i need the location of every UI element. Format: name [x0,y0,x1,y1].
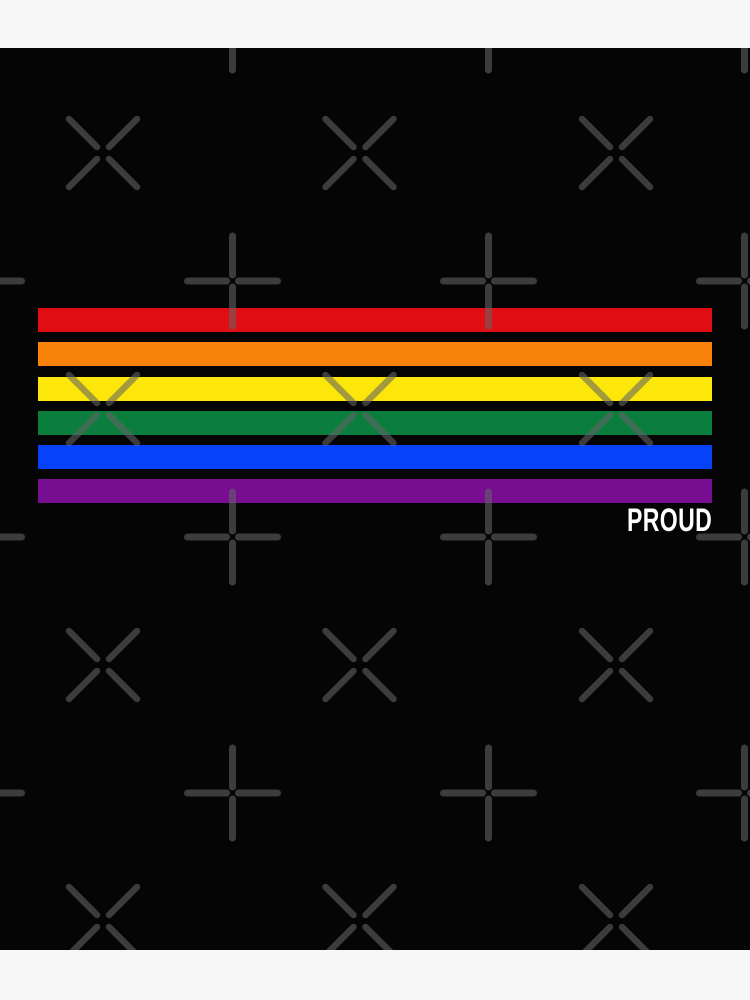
x-mark-icon [326,887,394,950]
plus-mark-icon [0,748,22,838]
x-mark-icon [69,631,137,699]
plus-mark-icon [0,48,22,70]
plus-mark-icon [0,236,22,326]
plus-mark-icon [444,492,534,582]
x-mark-icon [582,119,650,187]
x-mark-icon [326,119,394,187]
plus-mark-icon [700,748,750,838]
plus-mark-icon [188,48,278,70]
pride-stripe-purple [38,479,712,503]
pride-stripe-orange [38,342,712,366]
proud-label: PROUD [626,502,712,538]
x-mark-icon [69,119,137,187]
x-mark-icon [326,631,394,699]
pride-stripe-yellow [38,377,712,401]
bottom-margin [0,950,750,1000]
top-margin [0,0,750,48]
x-mark-icon [582,631,650,699]
plus-mark-icon [444,48,534,70]
artwork-canvas: PROUD [0,48,750,950]
pride-stripe-red [38,308,712,332]
plus-mark-icon [0,492,22,582]
pride-stripe-green [38,411,712,435]
plus-mark-icon [188,492,278,582]
x-mark-icon [69,887,137,950]
x-mark-icon [582,887,650,950]
plus-mark-icon [700,48,750,70]
pride-stripe-blue [38,445,712,469]
plus-mark-icon [188,748,278,838]
plus-mark-icon [444,748,534,838]
